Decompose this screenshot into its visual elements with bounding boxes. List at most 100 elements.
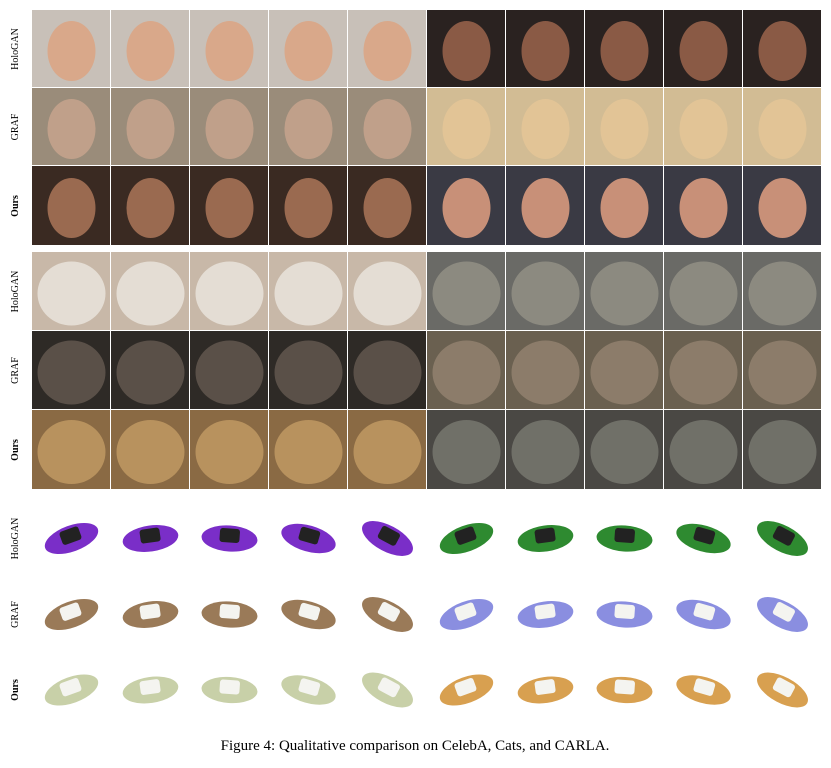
car (439, 674, 494, 706)
subject (284, 21, 333, 81)
car (596, 676, 653, 704)
car-roof (614, 604, 635, 619)
car (439, 522, 494, 555)
car-roof (693, 678, 716, 696)
subject (353, 420, 422, 484)
car (439, 598, 494, 631)
subject (679, 21, 728, 81)
subject (432, 420, 501, 484)
subject (521, 99, 570, 159)
image-grid (32, 10, 821, 708)
subject (600, 99, 649, 159)
car-roof (772, 677, 795, 698)
subject (274, 420, 343, 484)
car-roof (219, 528, 240, 543)
car (281, 523, 336, 554)
car-roof (59, 678, 82, 697)
car (757, 521, 808, 556)
subject (511, 261, 580, 326)
car (44, 598, 99, 631)
row-label: Ours (10, 195, 21, 217)
car (201, 676, 258, 704)
subject (758, 99, 807, 159)
car-roof (693, 526, 716, 545)
subject (284, 178, 333, 238)
car-roof (298, 526, 321, 545)
subject (600, 21, 649, 81)
row-label: GRAF (10, 357, 21, 384)
subject (432, 340, 501, 405)
row-label: Ours (10, 679, 21, 701)
subject (205, 21, 254, 81)
subject (521, 21, 570, 81)
car-roof (772, 526, 795, 546)
subject (195, 340, 264, 405)
row-label: HoloGAN (10, 518, 21, 560)
subject (590, 420, 659, 484)
subject (363, 99, 412, 159)
car-roof (139, 527, 161, 544)
car-roof (139, 679, 161, 695)
car (362, 521, 413, 556)
car-roof (534, 679, 556, 695)
car-roof (454, 526, 477, 545)
car (281, 675, 336, 705)
subject (748, 420, 817, 484)
car-roof (377, 602, 400, 622)
row-label: HoloGAN (10, 28, 21, 70)
car (517, 676, 574, 704)
car (517, 601, 574, 628)
car (201, 601, 258, 628)
subject (669, 261, 738, 326)
subject (758, 178, 807, 238)
subject (669, 340, 738, 405)
subject (600, 178, 649, 238)
subject (47, 99, 96, 159)
car-roof (59, 526, 82, 545)
subject (442, 21, 491, 81)
subject (116, 420, 185, 484)
car (122, 525, 179, 552)
subject (748, 261, 817, 326)
car-roof (534, 527, 556, 544)
car-roof (534, 603, 556, 620)
car (44, 522, 99, 555)
row-label: GRAF (10, 113, 21, 140)
car (676, 523, 731, 554)
car (201, 525, 258, 552)
car-roof (454, 602, 477, 621)
car-roof (139, 603, 161, 620)
car (362, 597, 413, 632)
subject (669, 420, 738, 484)
subject (126, 99, 175, 159)
car-roof (614, 528, 635, 543)
subject (590, 340, 659, 405)
car-roof (693, 602, 716, 621)
subject (126, 21, 175, 81)
car (676, 599, 731, 630)
car (596, 525, 653, 552)
subject (353, 340, 422, 405)
car (757, 672, 808, 708)
car-roof (219, 679, 240, 695)
car-roof (377, 526, 400, 546)
subject (195, 261, 264, 326)
subject (679, 99, 728, 159)
row-label: Ours (10, 439, 21, 461)
subject (126, 178, 175, 238)
subject (195, 420, 264, 484)
car (44, 674, 99, 706)
subject (205, 99, 254, 159)
subject (274, 340, 343, 405)
subject (590, 261, 659, 326)
car (596, 601, 653, 628)
subject (37, 340, 106, 405)
car (517, 525, 574, 552)
subject (511, 340, 580, 405)
subject (47, 178, 96, 238)
car-roof (59, 602, 82, 621)
car-roof (614, 679, 635, 695)
subject (521, 178, 570, 238)
car-roof (298, 678, 321, 696)
